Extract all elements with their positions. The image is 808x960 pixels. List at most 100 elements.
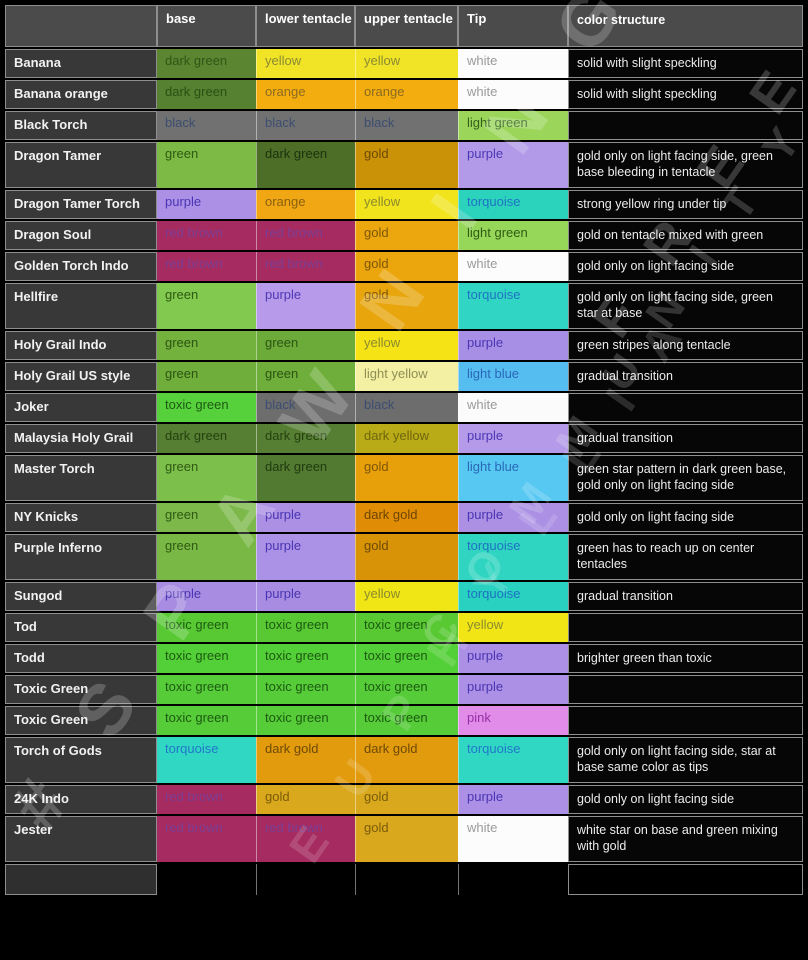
lower-tentacle-cell <box>256 864 355 895</box>
base-cell: green <box>157 362 256 391</box>
tip-cell: torquoise <box>458 582 568 611</box>
morph-name-cell: Tod <box>5 613 157 642</box>
table-row: Joker toxic green black black white <box>5 393 803 422</box>
structure-cell <box>568 111 803 140</box>
table-row: Torch of Gods torquoise dark gold dark g… <box>5 737 803 783</box>
header-upper-tentacle: upper tentacle <box>355 5 458 47</box>
base-cell: green <box>157 534 256 580</box>
morph-name-cell: Toxic Green <box>5 706 157 735</box>
base-cell: dark green <box>157 424 256 453</box>
upper-tentacle-cell: gold <box>355 221 458 250</box>
tip-cell: light green <box>458 221 568 250</box>
upper-tentacle-cell: gold <box>355 142 458 188</box>
table-row: Toxic Green toxic green toxic green toxi… <box>5 706 803 735</box>
tip-cell: light blue <box>458 362 568 391</box>
lower-tentacle-cell: red brown <box>256 816 355 862</box>
table-row: Holy Grail US style green green light ye… <box>5 362 803 391</box>
lower-tentacle-cell: black <box>256 111 355 140</box>
table-row: Toxic Green toxic green toxic green toxi… <box>5 675 803 704</box>
tip-cell: purple <box>458 785 568 814</box>
table-row: NY Knicks green purple dark gold purple … <box>5 503 803 532</box>
structure-cell: gradual transition <box>568 362 803 391</box>
upper-tentacle-cell: black <box>355 393 458 422</box>
base-cell: red brown <box>157 221 256 250</box>
structure-cell: green stripes along tentacle <box>568 331 803 360</box>
lower-tentacle-cell: black <box>256 393 355 422</box>
base-cell: red brown <box>157 785 256 814</box>
morph-name-cell: Dragon Tamer Torch <box>5 190 157 219</box>
morph-name-cell: Hellfire <box>5 283 157 329</box>
upper-tentacle-cell: black <box>355 111 458 140</box>
tip-cell: white <box>458 49 568 78</box>
morph-name-cell: Holy Grail US style <box>5 362 157 391</box>
base-cell: green <box>157 503 256 532</box>
structure-cell: gradual transition <box>568 582 803 611</box>
tip-cell: white <box>458 816 568 862</box>
table-row: Holy Grail Indo green green yellow purpl… <box>5 331 803 360</box>
morph-name-cell: Sungod <box>5 582 157 611</box>
tip-cell: torquoise <box>458 283 568 329</box>
structure-cell <box>568 706 803 735</box>
upper-tentacle-cell: yellow <box>355 331 458 360</box>
header-lower-tentacle: lower tentacle <box>256 5 355 47</box>
upper-tentacle-cell: gold <box>355 283 458 329</box>
morph-name-cell: Toxic Green <box>5 675 157 704</box>
table-row: Golden Torch Indo red brown red brown go… <box>5 252 803 281</box>
structure-cell: gold only on light facing side <box>568 252 803 281</box>
base-cell <box>157 864 256 895</box>
tip-cell: yellow <box>458 613 568 642</box>
table-row: Hellfire green purple gold torquoise gol… <box>5 283 803 329</box>
lower-tentacle-cell: purple <box>256 534 355 580</box>
header-base: base <box>157 5 256 47</box>
tip-cell: torquoise <box>458 190 568 219</box>
tip-cell: light blue <box>458 455 568 501</box>
tip-cell: white <box>458 252 568 281</box>
base-cell: dark green <box>157 49 256 78</box>
structure-cell <box>568 613 803 642</box>
table-row: Todd toxic green toxic green toxic green… <box>5 644 803 673</box>
structure-cell: brighter green than toxic <box>568 644 803 673</box>
table-body: Banana dark green yellow yellow white so… <box>5 49 803 895</box>
lower-tentacle-cell: orange <box>256 80 355 109</box>
lower-tentacle-cell: red brown <box>256 221 355 250</box>
morph-name-cell: Holy Grail Indo <box>5 331 157 360</box>
lower-tentacle-cell: dark gold <box>256 737 355 783</box>
tip-cell: purple <box>458 142 568 188</box>
base-cell: dark green <box>157 80 256 109</box>
table-row: Banana dark green yellow yellow white so… <box>5 49 803 78</box>
table-row: Master Torch green dark green gold light… <box>5 455 803 501</box>
base-cell: green <box>157 455 256 501</box>
structure-cell: green star pattern in dark green base, g… <box>568 455 803 501</box>
tip-cell <box>458 864 568 895</box>
morph-name-cell: NY Knicks <box>5 503 157 532</box>
upper-tentacle-cell: gold <box>355 534 458 580</box>
morph-name-cell: Malaysia Holy Grail <box>5 424 157 453</box>
header-color-structure: color structure <box>568 5 803 47</box>
base-cell: toxic green <box>157 613 256 642</box>
upper-tentacle-cell <box>355 864 458 895</box>
lower-tentacle-cell: purple <box>256 503 355 532</box>
structure-cell: gold only on light facing side, green st… <box>568 283 803 329</box>
structure-cell: gold only on light facing side <box>568 503 803 532</box>
tip-cell: torquoise <box>458 737 568 783</box>
base-cell: red brown <box>157 816 256 862</box>
table-row: Tod toxic green toxic green toxic green … <box>5 613 803 642</box>
upper-tentacle-cell: yellow <box>355 49 458 78</box>
morph-name-cell: Jester <box>5 816 157 862</box>
base-cell: green <box>157 331 256 360</box>
lower-tentacle-cell: dark green <box>256 455 355 501</box>
tip-cell: white <box>458 393 568 422</box>
structure-cell: strong yellow ring under tip <box>568 190 803 219</box>
header-row: base lower tentacle upper tentacle Tip c… <box>5 5 803 47</box>
lower-tentacle-cell: toxic green <box>256 706 355 735</box>
table-row: Dragon Soul red brown red brown gold lig… <box>5 221 803 250</box>
tip-cell: white <box>458 80 568 109</box>
structure-cell: gold only on light facing side, green ba… <box>568 142 803 188</box>
morph-name-cell: Golden Torch Indo <box>5 252 157 281</box>
upper-tentacle-cell: gold <box>355 252 458 281</box>
lower-tentacle-cell: dark green <box>256 142 355 188</box>
structure-cell: solid with slight speckling <box>568 80 803 109</box>
upper-tentacle-cell: dark gold <box>355 503 458 532</box>
structure-cell: gold on tentacle mixed with green <box>568 221 803 250</box>
tip-cell: purple <box>458 331 568 360</box>
